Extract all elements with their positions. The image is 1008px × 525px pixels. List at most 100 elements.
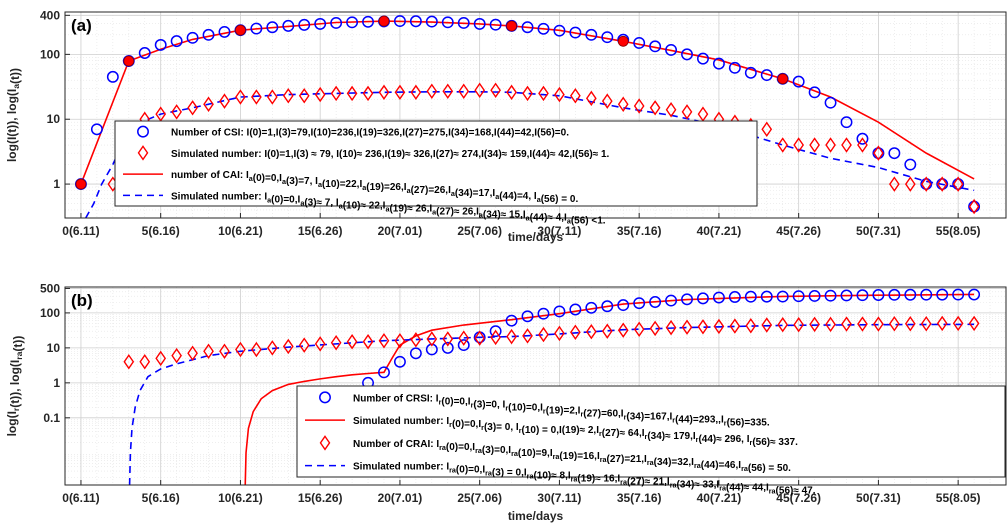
data-point [394, 84, 406, 101]
data-point [298, 88, 310, 104]
data-point [745, 317, 757, 334]
data-point [474, 82, 486, 98]
data-point [889, 176, 900, 192]
data-point [840, 289, 853, 302]
data-point [171, 104, 182, 120]
y-tick-label: 400 [40, 8, 60, 22]
x-tick-label: 5(6.16) [142, 491, 180, 505]
simulated-dashed-line [85, 90, 975, 218]
plot-series [123, 288, 981, 485]
data-point [537, 307, 550, 320]
data-point [776, 290, 789, 303]
data-point [426, 331, 438, 347]
data-point [250, 22, 263, 35]
data-point [266, 89, 278, 105]
data-point [521, 21, 534, 34]
data-point [808, 290, 821, 302]
y-axis-label: log(I(t)), log(Ia(t)) [5, 68, 22, 162]
data-point [170, 35, 183, 48]
data-point [809, 316, 820, 333]
data-point [649, 320, 661, 337]
data-point [633, 297, 646, 310]
data-point [617, 96, 629, 113]
data-point [266, 21, 279, 34]
data-point [936, 315, 948, 332]
chart-panel-1: 0(6.11) 5(6.16) 10(6.21) 15(6.26) 20(7.01) 25… [5, 281, 1007, 523]
data-point [553, 305, 566, 318]
data-point [330, 85, 342, 102]
data-point [171, 347, 182, 364]
data-point [952, 315, 964, 332]
data-point [793, 316, 805, 333]
series-0 [362, 288, 981, 389]
y-tick-label: 500 [40, 281, 60, 295]
legend-swatch-marker [319, 391, 331, 404]
data-point [506, 84, 517, 101]
data-point [840, 116, 853, 129]
x-tick-label: 10(6.21) [218, 491, 263, 505]
data-point [235, 341, 246, 358]
data-point [538, 85, 549, 102]
data-point [824, 96, 837, 109]
data-point [601, 93, 613, 109]
data-point [251, 341, 262, 358]
x-tick-label: 15(6.26) [298, 224, 343, 238]
data-point [187, 100, 198, 116]
x-tick-label: 55(8.05) [936, 491, 981, 505]
data-point [362, 15, 374, 28]
data-point [346, 16, 359, 29]
data-point [219, 343, 230, 359]
data-point [617, 322, 629, 338]
x-tick-label: 30(7.11) [537, 224, 581, 238]
data-point [330, 17, 343, 29]
data-point [697, 319, 709, 335]
data-point [123, 55, 135, 67]
data-point [203, 343, 214, 359]
data-point [888, 288, 901, 301]
data-point [570, 324, 581, 340]
data-point [888, 147, 901, 160]
data-point [728, 291, 741, 303]
data-point [617, 299, 630, 312]
axes-frame [64, 11, 1007, 219]
data-point [473, 17, 486, 30]
data-point [441, 341, 454, 354]
x-tick-label: 45(7.26) [776, 491, 821, 505]
data-point [298, 18, 311, 31]
data-point [649, 100, 661, 116]
data-point [873, 316, 884, 332]
y-tick-label: 1 [53, 376, 60, 390]
data-point [537, 22, 550, 35]
data-point [904, 316, 916, 332]
data-point [458, 83, 470, 99]
data-point [585, 28, 598, 41]
data-point [474, 330, 486, 346]
data-point [409, 347, 422, 360]
data-point [506, 20, 517, 32]
x-tick-label: 20(7.01) [378, 224, 423, 238]
data-point [665, 319, 677, 336]
data-point [266, 340, 278, 356]
legend-label: number of CAI: Ia(0)=0,Ia(3)=7, Ia(10)=2… [171, 170, 578, 205]
data-point [792, 75, 805, 88]
data-point [218, 25, 231, 38]
data-point [729, 318, 741, 334]
data-point [314, 336, 326, 352]
data-point [777, 137, 789, 153]
data-point [873, 145, 884, 161]
data-point [235, 24, 246, 36]
x-tick-label: 50(7.31) [856, 491, 901, 505]
data-point [346, 85, 358, 102]
data-point [553, 24, 566, 37]
data-point [378, 15, 390, 27]
data-point [522, 328, 533, 344]
data-point [968, 315, 980, 332]
data-point [378, 84, 390, 101]
x-tick-label: 35(7.16) [617, 491, 662, 505]
legend-label: Simulated number: Ira(0)=0,Ira(3) = 0,Ir… [353, 462, 816, 497]
data-point [75, 178, 87, 190]
data-point [570, 88, 581, 104]
data-point [777, 316, 789, 333]
data-point [441, 16, 454, 29]
data-point [872, 289, 885, 301]
